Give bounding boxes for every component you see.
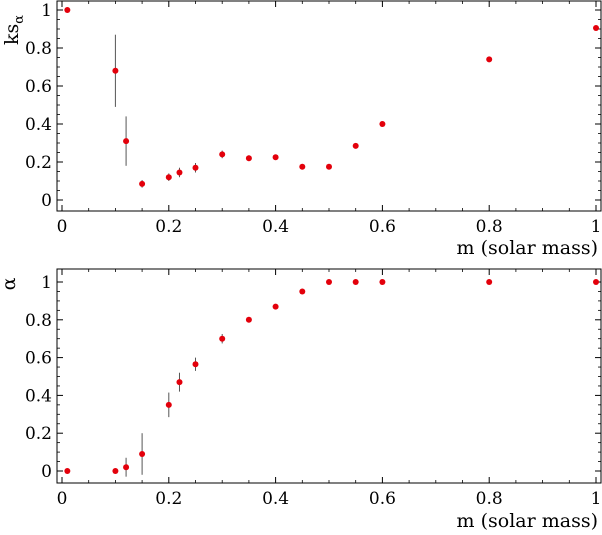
- data-point: [192, 361, 199, 368]
- data-point: [123, 138, 130, 145]
- data-point: [352, 279, 359, 285]
- data-point: [272, 303, 279, 310]
- y-tick-label: 0.8: [25, 39, 52, 59]
- data-point: [299, 163, 306, 170]
- data-point: [245, 316, 252, 323]
- data-point: [64, 7, 71, 13]
- chart-alpha: 0 0.2 0.4 0.6 0.8 1 0 0.2 0.4 0.6 0.8 1 α m (solar ma…: [0, 268, 602, 532]
- x-tick-label: 0.6: [369, 489, 396, 509]
- y-tick-label: 0: [41, 462, 52, 482]
- data-point: [326, 163, 332, 170]
- data-point: [139, 450, 146, 457]
- data-point: [176, 169, 183, 176]
- x-axis-title: m (solar mass): [457, 237, 598, 259]
- data-point: [272, 154, 279, 161]
- data-point: [165, 401, 172, 408]
- data-point: [112, 468, 119, 474]
- x-tick-label: 0: [57, 489, 68, 509]
- data-point: [299, 288, 306, 295]
- data-point: [245, 155, 252, 162]
- data-point: [379, 279, 386, 285]
- plot-frame: [56, 0, 602, 212]
- y-tick-label: 1: [41, 1, 52, 21]
- x-tick-label: 0.8: [476, 489, 503, 509]
- data-point: [352, 142, 359, 149]
- x-tick-label: 1: [591, 489, 602, 509]
- x-tick-label: 1: [591, 217, 602, 237]
- x-tick-label: 0.8: [476, 217, 503, 237]
- data-point: [486, 56, 493, 63]
- y-tick-label: 1: [41, 273, 52, 293]
- x-tick-label: 0.4: [262, 489, 289, 509]
- plot-frame: [56, 268, 602, 484]
- y-tick-label: 0.4: [25, 115, 52, 135]
- y-axis-title-main: ks: [1, 24, 23, 45]
- y-axis-title: ksα: [1, 15, 27, 45]
- data-point: [112, 67, 119, 74]
- y-tick-label: 0.4: [25, 386, 52, 406]
- x-tick-label: 0.4: [262, 217, 289, 237]
- x-axis-title: m (solar mass): [457, 510, 598, 532]
- data-point: [593, 25, 599, 32]
- data-point: [139, 180, 146, 187]
- y-axis-title: α: [0, 277, 20, 290]
- chart-ks-alpha: 0 0.2 0.4 0.6 0.8 1 0 0.2 0.4 0.6 0.8 1 ksα m (solar …: [1, 0, 602, 259]
- data-point: [176, 379, 183, 386]
- y-tick-label: 0.2: [25, 153, 52, 173]
- data-point: [593, 279, 599, 285]
- data-point: [192, 164, 199, 171]
- x-tick-label: 0.2: [155, 217, 182, 237]
- y-tick-label: 0.6: [25, 349, 52, 369]
- data-point: [326, 279, 332, 285]
- data-point: [486, 279, 493, 285]
- data-point: [379, 121, 386, 127]
- y-tick-label: 0.2: [25, 424, 52, 444]
- data-point: [165, 174, 172, 181]
- x-tick-label: 0.6: [369, 217, 396, 237]
- data-point: [64, 468, 71, 474]
- data-point: [219, 335, 226, 342]
- data-point: [219, 151, 226, 158]
- x-tick-label: 0: [57, 217, 68, 237]
- x-tick-label: 0.2: [155, 489, 182, 509]
- y-tick-label: 0.6: [25, 77, 52, 97]
- y-axis-title-subscript: α: [12, 15, 27, 24]
- y-axis-title-main: α: [0, 277, 20, 290]
- y-tick-label: 0.8: [25, 311, 52, 331]
- y-tick-label: 0: [41, 191, 52, 211]
- data-point: [123, 464, 130, 471]
